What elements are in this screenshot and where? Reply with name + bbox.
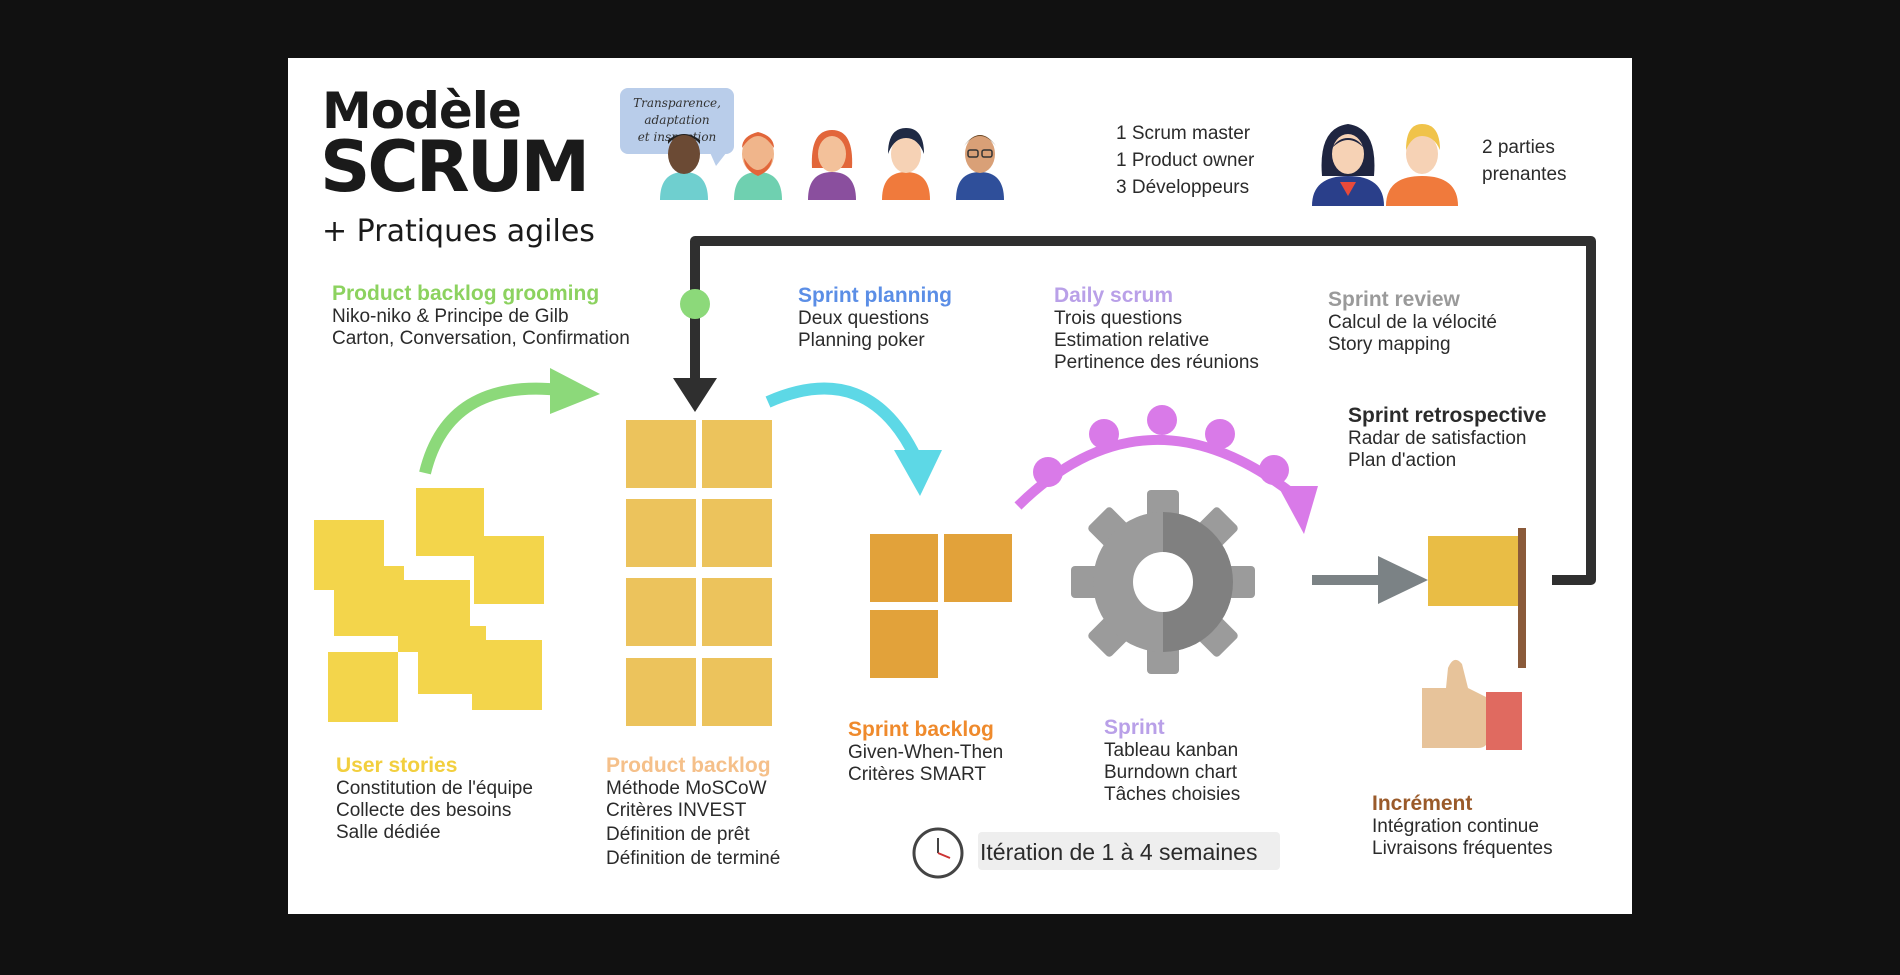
section-line: Radar de satisfaction <box>1348 428 1527 449</box>
increment-flag-icon <box>1428 528 1526 668</box>
section-line: Constitution de l'équipe <box>336 778 533 799</box>
section-line: Tâches choisies <box>1104 784 1241 805</box>
feedback-loop-arrow <box>673 236 1596 585</box>
section-sprint-review: Sprint review Calcul de la vélocité Stor… <box>1328 288 1497 356</box>
section-line: Pertinence des réunions <box>1054 352 1259 373</box>
stakeholders-line: prenantes <box>1482 164 1567 185</box>
section-line: Given-When-Then <box>848 742 1004 763</box>
avatar-stakeholder-2 <box>1386 124 1458 206</box>
sprint-gear-icon <box>1071 490 1255 674</box>
section-sprint-planning: Sprint planning Deux questions Planning … <box>798 284 952 352</box>
section-line: Niko-niko & Principe de Gilb <box>332 306 569 327</box>
avatar-scrum-master <box>734 132 782 200</box>
sprint-backlog-stickies <box>870 534 1012 678</box>
iteration-label-box <box>978 832 1280 870</box>
section-line: Salle dédiée <box>336 822 441 843</box>
section-line: Intégration continue <box>1372 816 1539 837</box>
speech-bubble-tail <box>708 148 730 166</box>
section-line: Critères SMART <box>848 764 986 785</box>
sprint-planning-arrow <box>765 382 942 496</box>
section-line: Calcul de la vélocité <box>1328 312 1497 333</box>
section-title: Sprint planning <box>798 284 952 307</box>
section-title: Sprint retrospective <box>1348 404 1547 427</box>
clock-icon <box>912 827 964 879</box>
product-backlog-stickies <box>626 420 772 726</box>
section-title: User stories <box>336 754 458 777</box>
title-line-2: SCRUM <box>320 126 590 208</box>
section-user-stories: User stories Constitution de l'équipe Co… <box>336 754 533 844</box>
section-line: Deux questions <box>798 308 929 329</box>
avatar-product-owner <box>808 130 856 200</box>
section-line: Planning poker <box>798 330 925 351</box>
section-line: Critères INVEST <box>606 800 747 821</box>
section-sprint: Sprint Tableau kanban Burndown chart Tâc… <box>1104 716 1240 806</box>
section-line: Tableau kanban <box>1104 740 1239 761</box>
section-title: Product backlog <box>606 754 771 777</box>
title-line-1: Modèle <box>322 82 522 140</box>
user-stories-stickies <box>314 488 544 722</box>
section-line: Livraisons fréquentes <box>1372 838 1553 859</box>
section-sprint-backlog: Sprint backlog Given-When-Then Critères … <box>848 718 1003 786</box>
daily-scrum-arrow <box>1014 405 1318 534</box>
team-composition: 1 Scrum master 1 Product owner 3 Dévelop… <box>1116 120 1254 201</box>
avatar-developer-3 <box>956 135 1004 200</box>
scrum-infographic: Modèle SCRUM + Pratiques agiles Transpar… <box>288 58 1632 914</box>
section-line: Burndown chart <box>1104 762 1238 783</box>
speech-bubble-line: Transparence, <box>633 96 721 110</box>
grooming-arrow <box>419 368 600 475</box>
section-line: Collecte des besoins <box>336 800 512 821</box>
team-line: 1 Scrum master <box>1116 123 1251 144</box>
section-line: Définition de terminé <box>606 848 781 869</box>
thumbs-up-icon <box>1422 659 1522 750</box>
section-product-backlog: Product backlog Méthode MoSCoW Critères … <box>606 754 780 870</box>
section-line: Carton, Conversation, Confirmation <box>332 328 630 349</box>
speech-bubble-line: adaptation <box>644 113 710 127</box>
section-title: Daily scrum <box>1054 284 1174 307</box>
team-line: 1 Product owner <box>1116 150 1255 171</box>
avatar-stakeholder-1 <box>1312 124 1384 206</box>
title-line-3: + Pratiques agiles <box>322 214 595 249</box>
section-title: Sprint backlog <box>848 718 994 741</box>
stakeholders-line: 2 parties <box>1482 137 1555 158</box>
section-line: Plan d'action <box>1348 450 1457 471</box>
section-title: Product backlog grooming <box>332 282 600 305</box>
section-line: Définition de prêt <box>606 824 750 845</box>
section-line: Méthode MoSCoW <box>606 778 767 799</box>
avatar-developer-2 <box>882 128 930 200</box>
iteration-label: Itération de 1 à 4 semaines <box>980 839 1258 865</box>
section-title: Sprint review <box>1328 288 1460 311</box>
section-sprint-retrospective: Sprint retrospective Radar de satisfacti… <box>1348 404 1546 472</box>
section-line: Estimation relative <box>1054 330 1210 351</box>
section-title: Sprint <box>1104 716 1165 739</box>
section-daily-scrum: Daily scrum Trois questions Estimation r… <box>1054 284 1259 374</box>
diagram-graphics <box>314 124 1596 879</box>
section-grooming: Product backlog grooming Niko-niko & Pri… <box>332 282 630 350</box>
section-title: Incrément <box>1372 792 1473 815</box>
delivery-arrow <box>1312 556 1428 604</box>
speech-bubble: Transparence, adaptation et inspection <box>620 88 734 154</box>
section-line: Trois questions <box>1054 308 1183 329</box>
section-increment: Incrément Intégration continue Livraison… <box>1372 792 1553 860</box>
team-line: 3 Développeurs <box>1116 177 1250 198</box>
avatar-developer-1 <box>660 134 708 200</box>
stakeholders-label: 2 parties prenantes <box>1482 134 1567 188</box>
section-line: Story mapping <box>1328 334 1451 355</box>
